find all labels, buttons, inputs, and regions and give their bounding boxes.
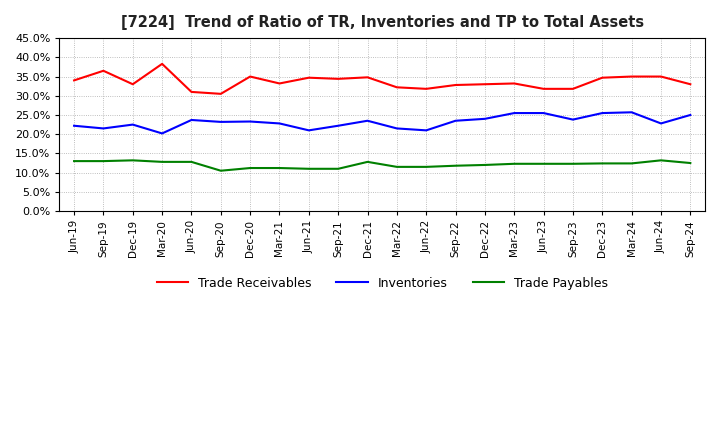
Trade Receivables: [158, 61, 166, 66]
Trade Receivables: [510, 81, 518, 86]
Trade Payables: [422, 164, 431, 169]
Inventories: [187, 117, 196, 123]
Line: Trade Receivables: Trade Receivables: [74, 64, 690, 94]
Line: Trade Payables: Trade Payables: [74, 160, 690, 171]
Trade Receivables: [99, 68, 108, 73]
Trade Payables: [305, 166, 313, 172]
Line: Inventories: Inventories: [74, 112, 690, 133]
Trade Receivables: [539, 86, 548, 92]
Inventories: [569, 117, 577, 122]
Trade Payables: [480, 162, 489, 168]
Trade Payables: [334, 166, 343, 172]
Trade Receivables: [627, 74, 636, 79]
Inventories: [334, 123, 343, 128]
Legend: Trade Receivables, Inventories, Trade Payables: Trade Receivables, Inventories, Trade Pa…: [152, 272, 613, 295]
Trade Receivables: [451, 82, 460, 88]
Trade Receivables: [70, 78, 78, 83]
Inventories: [422, 128, 431, 133]
Trade Receivables: [246, 74, 254, 79]
Trade Payables: [246, 165, 254, 171]
Trade Payables: [657, 158, 665, 163]
Trade Receivables: [569, 86, 577, 92]
Inventories: [246, 119, 254, 124]
Inventories: [510, 110, 518, 116]
Inventories: [128, 122, 137, 127]
Trade Receivables: [275, 81, 284, 86]
Trade Payables: [539, 161, 548, 166]
Trade Receivables: [217, 91, 225, 96]
Trade Payables: [158, 159, 166, 165]
Trade Receivables: [480, 81, 489, 87]
Trade Payables: [70, 158, 78, 164]
Inventories: [480, 116, 489, 121]
Inventories: [158, 131, 166, 136]
Trade Payables: [569, 161, 577, 166]
Inventories: [598, 110, 607, 116]
Trade Payables: [275, 165, 284, 171]
Inventories: [627, 110, 636, 115]
Trade Payables: [686, 161, 695, 166]
Trade Payables: [451, 163, 460, 169]
Trade Receivables: [686, 81, 695, 87]
Inventories: [217, 119, 225, 125]
Trade Receivables: [598, 75, 607, 81]
Trade Receivables: [392, 84, 401, 90]
Inventories: [70, 123, 78, 128]
Trade Payables: [510, 161, 518, 166]
Inventories: [451, 118, 460, 123]
Inventories: [657, 121, 665, 126]
Inventories: [539, 110, 548, 116]
Trade Receivables: [187, 89, 196, 95]
Trade Receivables: [363, 75, 372, 80]
Trade Payables: [187, 159, 196, 165]
Trade Payables: [392, 164, 401, 169]
Trade Receivables: [305, 75, 313, 81]
Inventories: [686, 112, 695, 117]
Trade Receivables: [334, 76, 343, 81]
Inventories: [363, 118, 372, 123]
Inventories: [392, 126, 401, 131]
Trade Payables: [128, 158, 137, 163]
Trade Payables: [217, 168, 225, 173]
Trade Payables: [363, 159, 372, 165]
Trade Payables: [99, 158, 108, 164]
Trade Receivables: [422, 86, 431, 92]
Trade Receivables: [657, 74, 665, 79]
Trade Receivables: [128, 81, 137, 87]
Inventories: [99, 126, 108, 131]
Inventories: [275, 121, 284, 126]
Title: [7224]  Trend of Ratio of TR, Inventories and TP to Total Assets: [7224] Trend of Ratio of TR, Inventories…: [121, 15, 644, 30]
Inventories: [305, 128, 313, 133]
Trade Payables: [598, 161, 607, 166]
Trade Payables: [627, 161, 636, 166]
